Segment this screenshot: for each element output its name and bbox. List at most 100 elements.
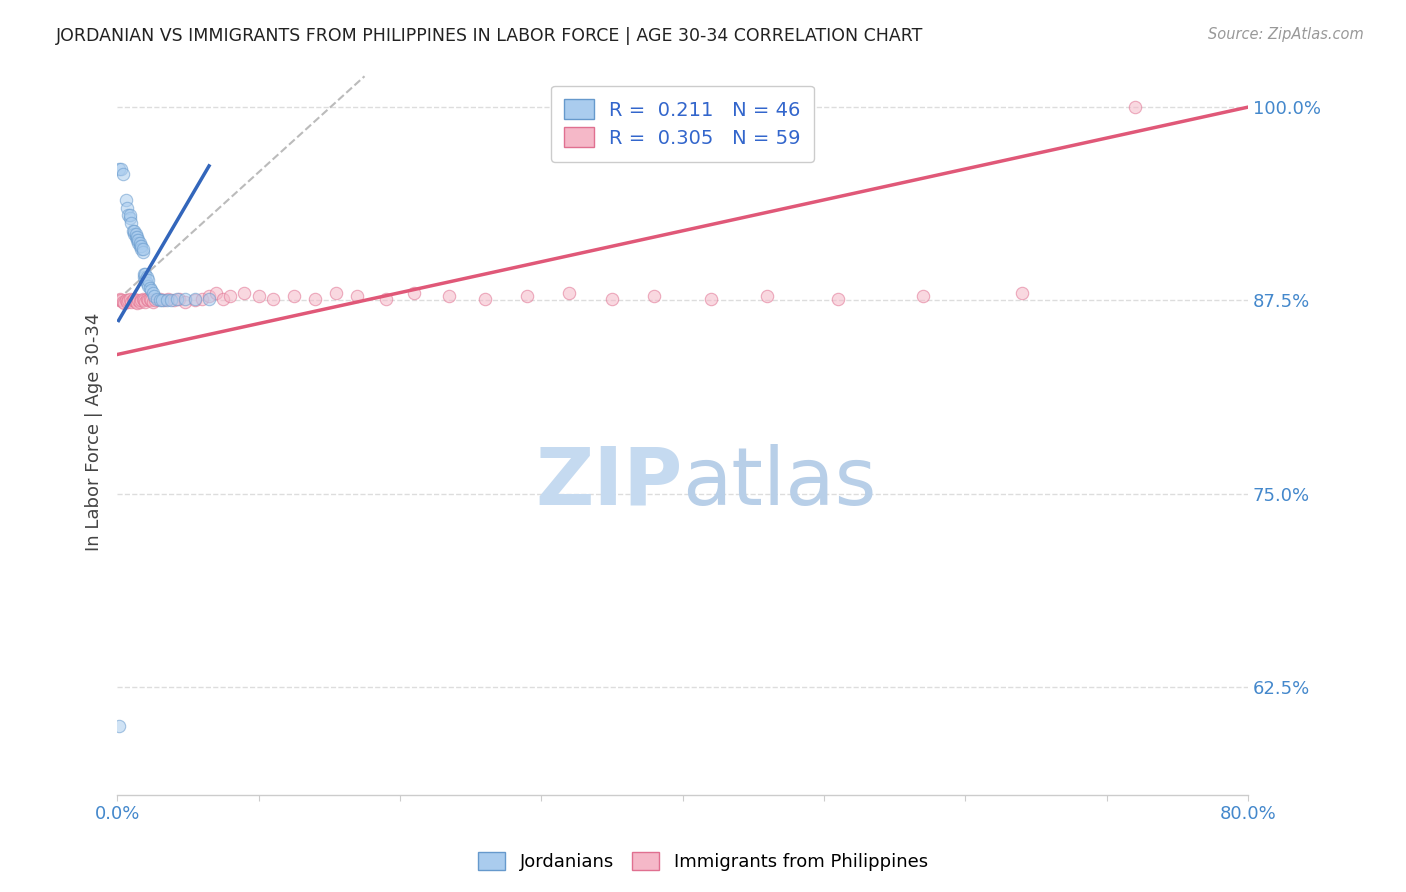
Point bbox=[132, 270, 155, 285]
Point bbox=[114, 193, 136, 207]
Point bbox=[135, 292, 157, 306]
Point bbox=[184, 292, 207, 306]
Point bbox=[233, 285, 256, 300]
Point bbox=[1123, 100, 1146, 114]
Point bbox=[127, 293, 149, 308]
Point bbox=[346, 289, 368, 303]
Point bbox=[135, 277, 157, 291]
Point bbox=[205, 285, 228, 300]
Point bbox=[134, 273, 156, 287]
Point bbox=[139, 293, 162, 308]
Point bbox=[169, 292, 191, 306]
Point bbox=[110, 161, 132, 176]
Point bbox=[117, 208, 139, 222]
Point bbox=[125, 230, 148, 244]
Point bbox=[138, 292, 160, 306]
Y-axis label: In Labor Force | Age 30-34: In Labor Force | Age 30-34 bbox=[86, 312, 103, 551]
Point bbox=[166, 292, 188, 306]
Point bbox=[141, 294, 163, 309]
Point bbox=[107, 718, 129, 732]
Point bbox=[827, 292, 849, 306]
Point bbox=[115, 201, 138, 215]
Point bbox=[1011, 285, 1033, 300]
Point bbox=[118, 211, 141, 226]
Point bbox=[558, 285, 581, 300]
Point bbox=[111, 294, 134, 309]
Point bbox=[474, 292, 496, 306]
Point bbox=[118, 292, 141, 306]
Point bbox=[124, 294, 146, 309]
Point bbox=[700, 292, 723, 306]
Point bbox=[600, 292, 623, 306]
Point bbox=[643, 289, 665, 303]
Point bbox=[152, 293, 174, 308]
Point bbox=[131, 245, 153, 260]
Point bbox=[125, 296, 148, 310]
Point bbox=[115, 294, 138, 309]
Point bbox=[131, 292, 153, 306]
Point bbox=[149, 292, 172, 306]
Point bbox=[191, 292, 214, 306]
Point bbox=[129, 293, 152, 308]
Point bbox=[107, 161, 129, 176]
Point bbox=[132, 293, 155, 308]
Point bbox=[756, 289, 779, 303]
Text: Source: ZipAtlas.com: Source: ZipAtlas.com bbox=[1208, 27, 1364, 42]
Point bbox=[111, 167, 134, 181]
Text: ZIP: ZIP bbox=[536, 443, 682, 522]
Text: atlas: atlas bbox=[682, 443, 877, 522]
Point bbox=[128, 294, 150, 309]
Point bbox=[135, 270, 157, 285]
Point bbox=[120, 294, 142, 309]
Legend: Jordanians, Immigrants from Philippines: Jordanians, Immigrants from Philippines bbox=[471, 845, 935, 879]
Point bbox=[107, 293, 129, 308]
Point bbox=[143, 293, 166, 308]
Point bbox=[163, 293, 186, 308]
Point bbox=[219, 289, 242, 303]
Point bbox=[439, 289, 461, 303]
Point bbox=[304, 292, 326, 306]
Point bbox=[138, 281, 160, 295]
Point bbox=[114, 293, 136, 308]
Point bbox=[134, 294, 156, 309]
Point bbox=[128, 239, 150, 253]
Point bbox=[127, 236, 149, 251]
Point bbox=[136, 273, 159, 287]
Point bbox=[174, 292, 197, 306]
Point bbox=[128, 236, 150, 251]
Point bbox=[129, 243, 152, 257]
Point bbox=[157, 292, 180, 306]
Point bbox=[149, 293, 172, 308]
Point bbox=[911, 289, 934, 303]
Point bbox=[112, 296, 135, 310]
Point bbox=[184, 293, 207, 308]
Point bbox=[122, 292, 145, 306]
Point bbox=[247, 289, 270, 303]
Point bbox=[198, 289, 221, 303]
Point bbox=[198, 292, 221, 306]
Point bbox=[136, 293, 159, 308]
Point bbox=[516, 289, 538, 303]
Point bbox=[325, 285, 347, 300]
Text: JORDANIAN VS IMMIGRANTS FROM PHILIPPINES IN LABOR FORCE | AGE 30-34 CORRELATION : JORDANIAN VS IMMIGRANTS FROM PHILIPPINES… bbox=[56, 27, 924, 45]
Point bbox=[142, 289, 165, 303]
Point bbox=[117, 293, 139, 308]
Point bbox=[402, 285, 425, 300]
Point bbox=[131, 243, 153, 257]
Point bbox=[160, 293, 183, 308]
Point bbox=[139, 283, 162, 297]
Point bbox=[110, 293, 132, 308]
Point bbox=[136, 279, 159, 293]
Point bbox=[153, 293, 176, 308]
Point bbox=[374, 292, 396, 306]
Legend: R =  0.211   N = 46, R =  0.305   N = 59: R = 0.211 N = 46, R = 0.305 N = 59 bbox=[551, 86, 814, 161]
Point bbox=[121, 293, 143, 308]
Point bbox=[283, 289, 305, 303]
Point bbox=[122, 224, 145, 238]
Point bbox=[262, 292, 284, 306]
Point bbox=[156, 293, 179, 308]
Point bbox=[118, 208, 141, 222]
Point bbox=[127, 233, 149, 247]
Point bbox=[125, 233, 148, 247]
Point bbox=[121, 224, 143, 238]
